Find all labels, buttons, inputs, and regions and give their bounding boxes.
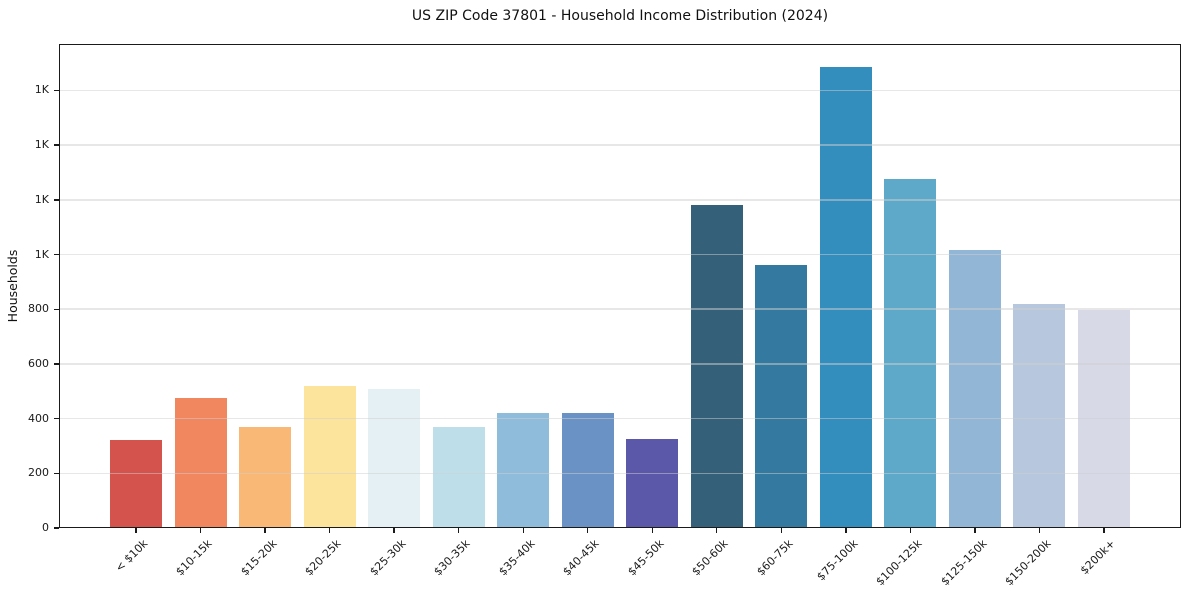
y-tick-label: 200: [28, 466, 49, 480]
x-tick-label: $60-75k: [754, 537, 796, 579]
x-tick-label: $35-40k: [496, 537, 538, 579]
y-tick-label: 800: [28, 302, 49, 316]
y-tick-label: 0: [42, 521, 49, 534]
x-tick-label: < $10k: [112, 537, 151, 575]
y-tick-label: 1K: [34, 247, 49, 261]
bar-$150-200k: [1013, 303, 1066, 528]
gridline: [59, 417, 1181, 420]
gridline: [59, 199, 1181, 201]
bar-$60-75k: [755, 265, 808, 528]
bar-$25-30k: [368, 389, 421, 528]
x-tick-mark: [393, 528, 395, 533]
x-tick-label: $10-15k: [173, 537, 215, 579]
bar-$15-20k: [239, 426, 292, 528]
bar-$40-45k: [561, 413, 614, 528]
y-tick-mark: [54, 199, 59, 201]
x-tick-label: $100-125k: [873, 537, 925, 589]
y-tick-mark: [54, 472, 59, 474]
x-tick-mark: [1038, 528, 1041, 533]
x-tick-label: $150-200k: [1002, 537, 1054, 589]
x-tick-label: $45-50k: [625, 537, 667, 579]
y-tick-label: 600: [28, 356, 49, 370]
y-tick-mark: [54, 527, 59, 529]
x-tick-mark: [845, 528, 847, 533]
gridline: [59, 472, 1181, 475]
gridline: [59, 253, 1181, 256]
x-tick-mark: [457, 528, 460, 533]
y-tick-label: 400: [28, 411, 49, 425]
bar-$30-35k: [432, 427, 485, 528]
y-tick-mark: [54, 253, 59, 256]
x-tick-mark: [716, 528, 718, 533]
y-tick-mark: [54, 417, 59, 420]
x-tick-label: $75-100k: [813, 537, 861, 584]
x-tick-label: $25-30k: [367, 537, 409, 579]
bar-$35-40k: [497, 413, 550, 528]
y-tick-mark: [54, 144, 59, 146]
x-tick-mark: [587, 528, 589, 533]
x-tick-label: $40-45k: [560, 537, 602, 579]
y-tick-label: 1K: [34, 83, 49, 97]
gridline: [59, 89, 1181, 92]
x-tick-mark: [974, 528, 976, 533]
bar-$10-15k: [174, 398, 227, 528]
x-tick-mark: [522, 528, 524, 533]
bar-$100-125k: [884, 179, 937, 528]
x-tick-mark: [651, 528, 653, 533]
y-tick-label: 1K: [34, 192, 49, 206]
x-tick-label: $50-60k: [689, 537, 732, 579]
x-tick-label: $200k+: [1078, 537, 1119, 578]
x-tick-mark: [264, 528, 266, 533]
x-tick-label: $30-35k: [431, 537, 473, 579]
chart-title: US ZIP Code 37801 - Household Income Dis…: [411, 8, 829, 24]
bar-$75-100k: [819, 66, 872, 528]
bar-< $10k: [110, 439, 162, 528]
x-tick-mark: [135, 528, 137, 533]
x-tick-mark: [328, 528, 331, 533]
y-tick-mark: [54, 363, 59, 365]
gridline: [59, 144, 1181, 146]
bar-$20-25k: [303, 385, 356, 528]
y-tick-mark: [54, 308, 59, 310]
x-tick-label: $125-150k: [937, 537, 990, 589]
y-tick-label: 1K: [34, 138, 49, 152]
bar-$125-150k: [948, 250, 1001, 528]
x-tick-label: $20-25k: [302, 537, 344, 579]
y-tick-mark: [54, 89, 59, 92]
gridline: [59, 363, 1181, 365]
x-tick-label: $15-20k: [238, 537, 280, 579]
gridline: [59, 308, 1181, 311]
x-tick-mark: [1103, 528, 1105, 533]
x-tick-mark: [199, 528, 202, 533]
bar-$45-50k: [626, 439, 679, 528]
x-tick-mark: [909, 528, 912, 533]
x-tick-mark: [780, 528, 783, 533]
